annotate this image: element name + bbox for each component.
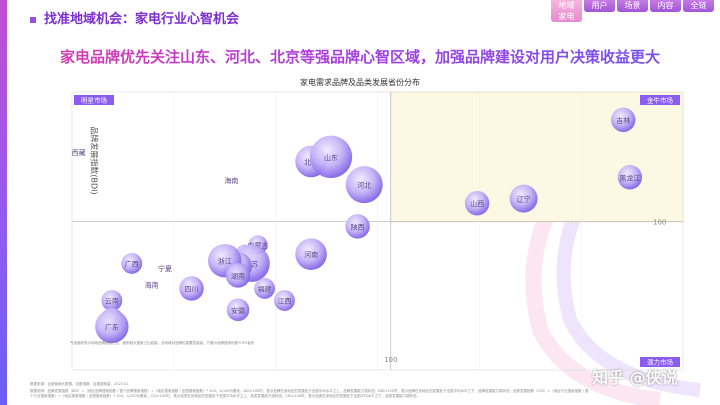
bubble-江西 — [274, 290, 295, 311]
tab-full-chain[interactable]: 全链 — [683, 0, 714, 12]
headline: 家电品牌优先关注山东、河北、北京等强品牌心智区域，加强品牌建设对用户决策收益更大 — [0, 46, 720, 67]
tab-region[interactable]: 地域 家电 — [551, 0, 582, 22]
bubble-吉林 — [611, 107, 636, 132]
bubble-label: 河南 — [304, 250, 318, 259]
bubble-安徽 — [226, 298, 250, 322]
bubble-label: 安徽 — [231, 306, 245, 315]
quadrant-label: 明星市场 — [81, 96, 108, 105]
bubble-label: 宁夏 — [158, 264, 172, 273]
bubble-河北 — [345, 166, 383, 204]
bubble-广东 — [95, 309, 129, 344]
page-title: 找准地域机会：家电行业心智机会 — [30, 8, 239, 27]
bubble-label: 江西 — [278, 298, 292, 306]
bubble-河南 — [295, 238, 327, 270]
quadrant-label-box — [640, 357, 680, 367]
bubble-山东 — [309, 135, 353, 179]
bubble-陕西 — [345, 214, 370, 239]
bubble-label: 西藏 — [72, 148, 86, 157]
bubble-广西 — [121, 253, 143, 274]
bubble-label: 吉林 — [616, 116, 630, 125]
tab-users[interactable]: 用户 — [584, 0, 615, 12]
bubble-label: 陕西 — [351, 222, 365, 231]
bubble-云南 — [101, 290, 123, 311]
bubble-label: 河北 — [357, 182, 371, 190]
watermark: 知乎 @侠说 — [592, 368, 678, 387]
bubble-福建 — [254, 278, 275, 299]
quadrant-label: 金牛市场 — [647, 96, 674, 105]
bullet-square-icon — [30, 16, 36, 23]
top-nav: 地域家电 用户 场景 内容 全链 — [551, 0, 714, 22]
bubble-山西 — [464, 191, 490, 216]
bubble-黑龙江 — [617, 165, 643, 190]
bubbles-layer: 吉林西藏北京山东黑龙江河北海南辽宁山西陕西内蒙古河南天津江苏湖北浙江广西宁夏湖南… — [72, 107, 643, 344]
bubble-湖南 — [225, 263, 251, 288]
bubble-label: 山东 — [324, 153, 338, 162]
data-description: 数据说明：品牌发展指数（BDI）=（地区品牌搜索指数 / 整个品牌搜索指数）÷（… — [30, 389, 589, 398]
bubble-label: 内蒙古 — [247, 241, 268, 250]
bubble-label: 湖南 — [231, 271, 245, 280]
bubble-label: 山西 — [470, 199, 484, 208]
quadrant-label: 潜力市场 — [647, 358, 674, 367]
quadrant-label-box — [640, 95, 680, 105]
chart-footnote: 气泡面积表示地域品牌搜索占比，面积越大搜索占比越高。该地域对品牌的重要性越高；只… — [70, 341, 255, 345]
bubble-label: 辽宁 — [517, 195, 531, 204]
quadrant-label-box — [74, 95, 114, 105]
bubble-label: 海南 — [224, 176, 238, 185]
bubble-label: 广东 — [105, 322, 119, 331]
tab-scenes[interactable]: 场景 — [617, 0, 648, 12]
bubble-label: 浙江 — [218, 257, 232, 266]
tab-region-label: 地域 — [558, 1, 575, 10]
tab-content[interactable]: 内容 — [650, 0, 681, 12]
x-tick-label: 100 — [384, 356, 397, 364]
data-source: 数据来源：百度营销大数据、百度指数、百度搜索量，2023.02 — [30, 382, 129, 386]
tab-region-sub-label: 家电 — [558, 12, 575, 21]
bubble-四川 — [179, 276, 204, 301]
bubble-label: 云南 — [105, 297, 119, 306]
chart-title: 家电需求品牌及品类发展省份分布 — [300, 78, 420, 87]
gridlines — [173, 92, 582, 370]
bubble-辽宁 — [509, 184, 538, 213]
bubble-label: 黑龙江 — [619, 173, 640, 182]
y-axis-label: 品牌发展指数(BDI) — [89, 126, 99, 195]
page-title-text: 找准地域机会：家电行业心智机会 — [44, 12, 240, 27]
y-tick-label: 100 — [653, 219, 666, 227]
bubble-label: 四川 — [185, 285, 199, 293]
bubble-label: 福建 — [258, 284, 272, 293]
accent-bar — [0, 0, 7, 405]
bubble-label: 广西 — [125, 259, 139, 268]
bubble-label: 海南 — [145, 281, 159, 290]
